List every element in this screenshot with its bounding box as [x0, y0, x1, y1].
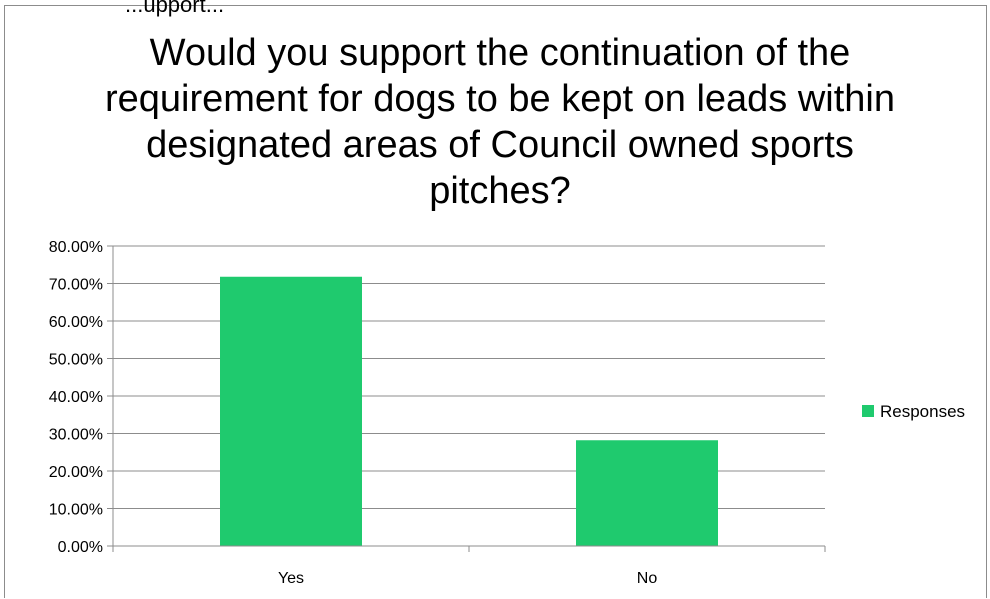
y-tick-label: 40.00% — [49, 389, 103, 406]
chart-frame: ...upport... — [4, 0, 987, 598]
bars — [220, 276, 718, 546]
y-axis: 0.00% 10.00% 20.00% 30.00% 40.00% 50.00% 60.00… — [49, 239, 114, 556]
gridlines — [113, 245, 825, 547]
y-tick-label: 60.00% — [49, 314, 103, 331]
x-axis: Yes No — [112, 545, 826, 587]
y-tick-label: 80.00% — [49, 239, 103, 256]
y-tick-label: 30.00% — [49, 427, 103, 444]
chart-title: Would you support the continuation of th… — [104, 32, 896, 212]
x-tick-label: Yes — [278, 570, 304, 587]
legend-swatch — [862, 405, 874, 417]
x-tick-label: No — [637, 570, 658, 587]
legend: Responses — [862, 402, 965, 421]
y-tick-label: 70.00% — [49, 277, 103, 294]
clipped-header-text: ...upport... — [125, 0, 225, 17]
y-tick-label: 50.00% — [49, 352, 103, 369]
y-tick-label: 20.00% — [49, 464, 103, 481]
y-tick-label: 10.00% — [49, 502, 103, 519]
y-tick-label: 0.00% — [58, 539, 103, 556]
bar-no — [576, 440, 718, 546]
legend-label: Responses — [880, 402, 965, 421]
bar-yes — [220, 276, 362, 546]
